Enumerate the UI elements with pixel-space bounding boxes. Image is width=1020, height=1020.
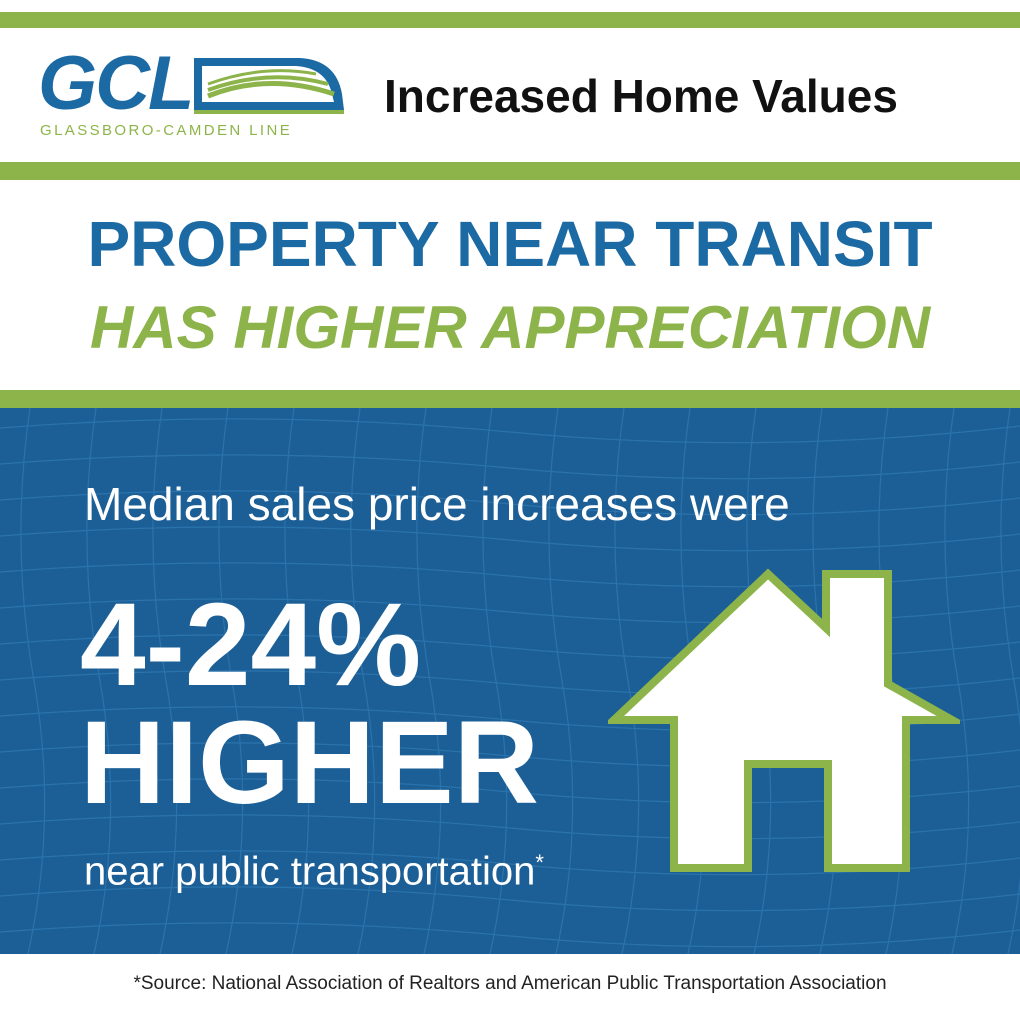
headline-secondary: HAS HIGHER APPRECIATION [89, 294, 931, 361]
gcl-logo: GCL GLASSBORO-CAMDEN LINE [38, 41, 344, 144]
stat-panel: Median sales price increases were 4-24% … [0, 408, 1020, 954]
house-icon [608, 568, 960, 872]
source-note: *Source: National Association of Realtor… [133, 973, 887, 994]
wave-pattern-background [0, 408, 1020, 954]
headline-primary: PROPERTY NEAR TRANSIT [87, 208, 933, 280]
logo-tagline: GLASSBORO-CAMDEN LINE [40, 122, 293, 139]
stat-subtext-label: near public transportation [84, 849, 536, 894]
stat-lead-text: Median sales price increases were [84, 478, 790, 530]
stat-word: HIGHER [80, 697, 539, 829]
middle-rule [0, 162, 1020, 180]
logo-letters: GCL [38, 41, 194, 126]
page-title: Increased Home Values [384, 70, 898, 122]
panel-top-rule [0, 390, 1020, 408]
train-icon [194, 58, 344, 114]
stat-value: 4-24% [80, 579, 422, 711]
stat-subtext: near public transportation* [84, 838, 544, 896]
footnote-mark: * [535, 850, 544, 875]
top-rule [0, 12, 1020, 28]
